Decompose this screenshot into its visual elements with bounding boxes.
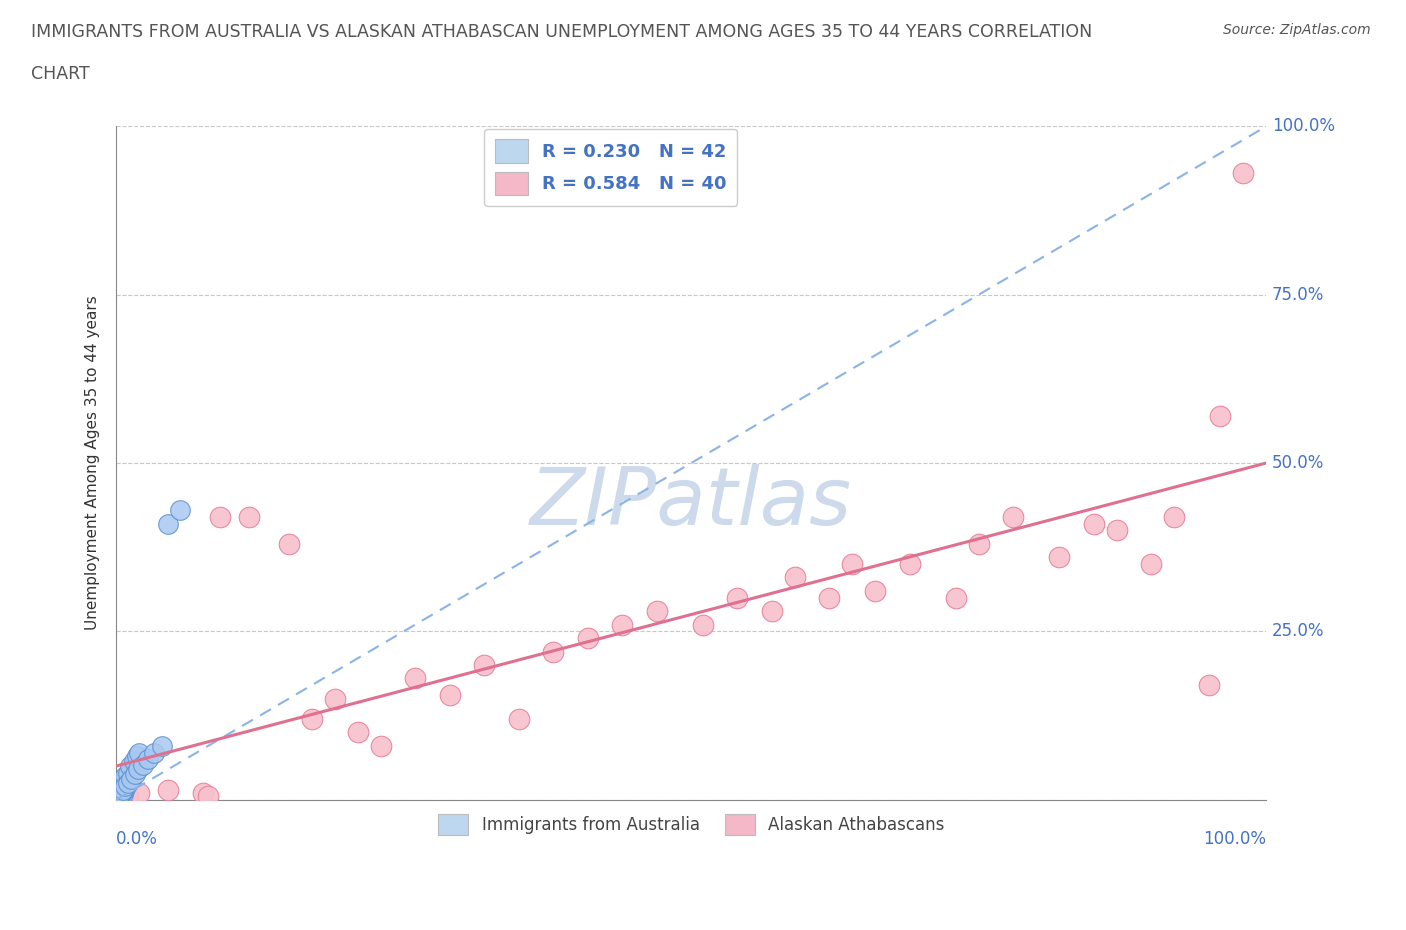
Point [157, 782, 180, 797]
Point [114, 769, 136, 784]
Y-axis label: Unemployment Among Ages 35 to 44 years: Unemployment Among Ages 35 to 44 years [86, 296, 100, 631]
Point [108, 788, 131, 803]
Point [818, 591, 841, 605]
Point [108, 787, 131, 802]
Point [110, 789, 132, 804]
Point [112, 772, 135, 787]
Point [111, 786, 134, 801]
Point [114, 780, 136, 795]
Point [150, 738, 173, 753]
Point [323, 691, 346, 706]
Point [197, 789, 219, 804]
Text: 50.0%: 50.0% [1272, 454, 1324, 472]
Text: 25.0%: 25.0% [1272, 622, 1324, 641]
Point [1140, 556, 1163, 571]
Point [841, 556, 863, 571]
Point [277, 537, 299, 551]
Text: 100.0%: 100.0% [1204, 830, 1267, 848]
Text: 100.0%: 100.0% [1272, 117, 1336, 135]
Text: 0.0%: 0.0% [117, 830, 157, 848]
Point [1209, 408, 1232, 423]
Point [110, 786, 132, 801]
Point [124, 766, 146, 781]
Point [107, 789, 129, 804]
Point [157, 516, 180, 531]
Point [761, 604, 783, 618]
Point [508, 711, 530, 726]
Point [128, 745, 150, 760]
Point [117, 776, 139, 790]
Point [1232, 166, 1254, 180]
Point [370, 738, 392, 753]
Point [115, 771, 138, 786]
Point [107, 790, 129, 805]
Point [783, 570, 806, 585]
Point [208, 510, 231, 525]
Point [143, 745, 166, 760]
Point [725, 591, 748, 605]
Text: Source: ZipAtlas.com: Source: ZipAtlas.com [1223, 23, 1371, 37]
Point [108, 784, 131, 799]
Point [439, 688, 461, 703]
Point [576, 631, 599, 645]
Point [108, 790, 131, 804]
Text: 75.0%: 75.0% [1272, 286, 1324, 303]
Text: IMMIGRANTS FROM AUSTRALIA VS ALASKAN ATHABASCAN UNEMPLOYMENT AMONG AGES 35 TO 44: IMMIGRANTS FROM AUSTRALIA VS ALASKAN ATH… [31, 23, 1092, 41]
Point [692, 618, 714, 632]
Point [898, 556, 921, 571]
Text: CHART: CHART [31, 65, 90, 83]
Point [117, 789, 139, 804]
Point [191, 786, 214, 801]
Point [112, 774, 135, 789]
Point [132, 757, 155, 772]
Point [107, 790, 129, 805]
Point [111, 784, 134, 799]
Point [865, 583, 887, 598]
Point [107, 789, 129, 804]
Point [301, 711, 323, 726]
Point [1083, 516, 1105, 531]
Point [1198, 678, 1220, 693]
Point [107, 787, 129, 802]
Point [1163, 510, 1185, 525]
Point [238, 510, 260, 525]
Point [122, 753, 145, 768]
Point [112, 787, 135, 802]
Point [120, 772, 142, 787]
Point [1002, 510, 1025, 525]
Point [108, 790, 131, 805]
Point [169, 503, 191, 518]
Point [128, 786, 150, 801]
Point [110, 780, 132, 795]
Point [543, 644, 565, 659]
Point [112, 782, 135, 797]
Point [110, 782, 132, 797]
Point [404, 671, 426, 686]
Point [125, 749, 148, 764]
Point [112, 782, 135, 797]
Point [967, 537, 990, 551]
Point [472, 658, 495, 672]
Point [138, 751, 160, 766]
Point [108, 776, 131, 790]
Point [117, 765, 139, 780]
Point [945, 591, 967, 605]
Point [114, 778, 136, 793]
Point [346, 724, 368, 739]
Legend: Immigrants from Australia, Alaskan Athabascans: Immigrants from Australia, Alaskan Athab… [432, 807, 950, 842]
Point [612, 618, 634, 632]
Point [645, 604, 668, 618]
Point [127, 762, 149, 777]
Point [112, 777, 135, 792]
Point [120, 759, 142, 774]
Point [1047, 550, 1070, 565]
Point [1105, 523, 1128, 538]
Text: ZIPatlas: ZIPatlas [530, 464, 852, 542]
Point [111, 778, 134, 793]
